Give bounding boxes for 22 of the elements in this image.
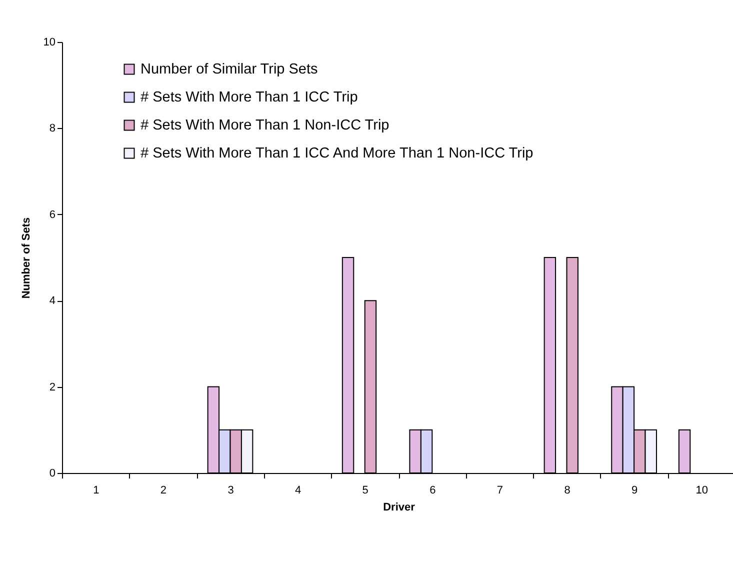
y-tick-label: 4 <box>49 295 56 308</box>
x-tick-label: 7 <box>496 484 504 496</box>
x-tick-label: 3 <box>228 484 234 496</box>
y-tick-label: 10 <box>43 36 56 48</box>
x-tick-label: 5 <box>362 484 368 496</box>
x-tick-label: 1 <box>93 484 100 496</box>
legend-label: # Sets With More Than 1 ICC Trip <box>140 89 358 106</box>
y-tick-label: 0 <box>49 468 56 480</box>
x-tick-label: 10 <box>696 484 708 496</box>
legend-label: Number of Similar Trip Sets <box>140 61 318 78</box>
y-axis-title: Number of Sets <box>20 217 32 299</box>
y-tick-label: 8 <box>49 122 56 135</box>
x-axis-title: Driver <box>383 502 416 514</box>
x-tick-label: 8 <box>564 484 570 496</box>
legend-label: # Sets With More Than 1 ICC And More Than 1 Non-ICC Trip <box>140 145 534 162</box>
y-tick-label: 6 <box>49 208 56 221</box>
x-tick-label: 9 <box>631 484 638 496</box>
legend-label: # Sets With More Than 1 Non-ICC Trip <box>140 117 390 134</box>
x-tick-label: 2 <box>160 484 167 496</box>
y-tick-label: 2 <box>49 381 56 394</box>
x-tick-label: 6 <box>430 484 436 496</box>
x-tick-label: 4 <box>294 484 302 496</box>
